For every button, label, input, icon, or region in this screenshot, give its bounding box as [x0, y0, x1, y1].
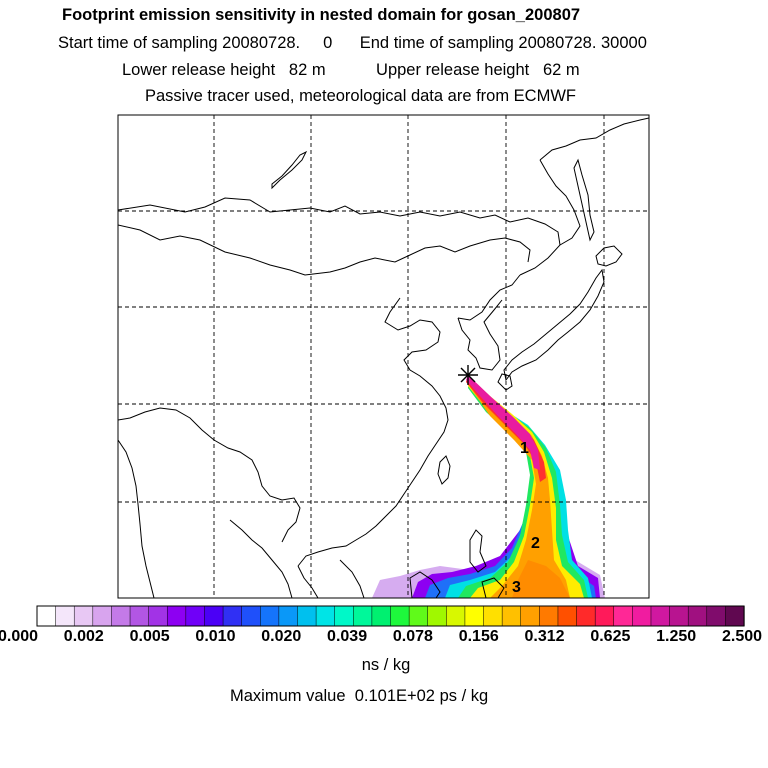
lat-lon-grid [118, 115, 649, 598]
lake-baikal [271, 150, 308, 190]
mongolia-border [118, 224, 531, 276]
colorbar-cell [55, 605, 75, 627]
maximum-value: Maximum value 0.101E+02 ps / kg [230, 687, 489, 705]
philippines-south [481, 577, 505, 598]
colorbar-tick: 0.078 [392, 628, 433, 645]
india-west [118, 439, 155, 598]
bangladesh-coast [229, 519, 293, 598]
colorbar-tick: 2.500 [721, 628, 763, 645]
coastlines [118, 117, 649, 598]
plume-label-3: 3 [512, 579, 521, 596]
plume-orange-south [512, 560, 570, 598]
colorbar-cell [73, 605, 94, 627]
japan-kyushu [497, 373, 513, 391]
colorbar-cell [632, 605, 652, 627]
indochina [297, 559, 365, 598]
colorbar-cell [148, 605, 168, 627]
okhotsk-coast [539, 117, 649, 161]
india-outline [118, 407, 301, 543]
colorbar-cell [650, 605, 671, 627]
colorbar-cell [166, 605, 187, 627]
colorbar-cell [594, 605, 615, 627]
colorbar-cell [241, 605, 261, 627]
colorbar-cell [446, 605, 466, 627]
korea-peninsula [457, 299, 503, 371]
colorbar-cell [129, 605, 150, 627]
colorbar-cell [408, 605, 429, 627]
colorbar-tick: 0.156 [458, 628, 499, 645]
map-frame [117, 114, 650, 599]
plume-label-1: 1 [520, 440, 529, 457]
manchuria-border [457, 274, 521, 321]
colorbar-tick: 0.005 [129, 628, 170, 645]
plume-yellow [468, 376, 584, 598]
colorbar-cell [315, 605, 336, 627]
plume-label-2: 2 [531, 535, 540, 552]
colorbar-cell [725, 605, 745, 627]
colorbar-cell [260, 605, 280, 627]
plot-title: Footprint emission sensitivity in nested… [62, 6, 581, 24]
japan-hokkaido [595, 245, 623, 267]
plume-magenta [466, 375, 540, 470]
taiwan [437, 455, 451, 485]
colorbar-cell [353, 605, 373, 627]
colorbar-cell [390, 605, 410, 627]
colorbar-cell [222, 605, 243, 627]
colorbar-tick: 0.002 [63, 628, 104, 645]
colorbar-cells [36, 605, 745, 627]
sakhalin [573, 158, 595, 242]
tracer-info: Passive tracer used, meteorological data… [145, 87, 576, 105]
colorbar-cell [92, 605, 113, 627]
sampling-time: Start time of sampling 20080728. 0 End t… [58, 34, 647, 52]
northern-border [118, 197, 561, 276]
colorbar-tick: 0.000 [0, 628, 39, 645]
colorbar-cell [334, 605, 354, 627]
colorbar-cell [706, 605, 727, 627]
colorbar-cell [111, 605, 131, 627]
colorbar-cell [557, 605, 578, 627]
colorbar-tick: 0.010 [195, 628, 236, 645]
colorbar-tick: 0.039 [327, 628, 368, 645]
colorbar-cell [483, 605, 503, 627]
map-content: 1 2 3 [118, 115, 649, 598]
borneo [409, 571, 441, 598]
footprint-map: 1 2 3 [117, 114, 650, 599]
colorbar-cell [576, 605, 596, 627]
colorbar-cell [539, 605, 559, 627]
china-coast [297, 297, 449, 567]
colorbar-cell [427, 605, 447, 627]
colorbar-tick: 0.625 [590, 628, 631, 645]
colorbar-cell [297, 605, 317, 627]
colorbar-unit: ns / kg [361, 656, 411, 674]
colorbar-tick: 0.312 [524, 628, 565, 645]
colorbar-tick: 0.020 [261, 628, 302, 645]
colorbar-cell [371, 605, 392, 627]
colorbar-cell [185, 605, 206, 627]
northeast-coast [539, 159, 581, 246]
colorbar-cell [278, 605, 299, 627]
philippines-luzon [469, 529, 487, 573]
colorbar-frame [36, 605, 745, 627]
colorbar-cell [464, 605, 485, 627]
colorbar-cell [687, 605, 708, 627]
colorbar-cell [613, 605, 634, 627]
release-height: Lower release height 82 m Upper release … [122, 61, 580, 79]
colorbar [36, 605, 745, 627]
colorbar-cell [36, 605, 57, 627]
colorbar-cell [520, 605, 540, 627]
colorbar-cell [204, 605, 224, 627]
release-site-star-icon [458, 365, 478, 385]
colorbar-cell [669, 605, 689, 627]
colorbar-tick: 1.250 [656, 628, 697, 645]
japan-honshu [503, 268, 605, 382]
plume-orange [468, 376, 570, 598]
colorbar-cell [501, 605, 522, 627]
